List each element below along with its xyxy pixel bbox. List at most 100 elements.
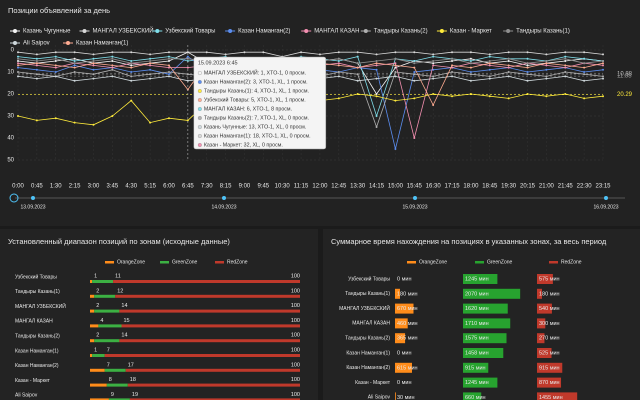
point (17, 60, 19, 62)
point (526, 73, 529, 76)
point (545, 77, 548, 80)
point (149, 121, 152, 124)
bar (395, 333, 406, 344)
point (413, 51, 416, 54)
point (432, 53, 435, 56)
timeline-date: 14.09.2023 (211, 204, 236, 210)
legend-label[interactable]: Ali Saipov (23, 41, 50, 47)
point (451, 51, 454, 54)
tooltip-marker (197, 80, 202, 84)
legend-label[interactable]: Казан Наманган(1) (76, 41, 128, 47)
legend-label[interactable]: Узбекский Товары (165, 28, 215, 35)
reference-label: 20.29 (617, 92, 633, 98)
point (545, 75, 548, 78)
legend-label[interactable]: Казан Наманган(2) (238, 29, 290, 35)
value-label: 0 мин (397, 276, 411, 282)
timeline-dot[interactable] (413, 196, 417, 200)
value-label: 540 мин (539, 306, 560, 312)
legend-label[interactable]: RedZone (561, 259, 582, 265)
point (602, 95, 604, 98)
timeline-dot[interactable] (604, 196, 608, 200)
point (507, 57, 510, 60)
point (602, 68, 604, 71)
point (507, 75, 510, 78)
legend-label[interactable]: OrangeZone (117, 259, 145, 265)
point (564, 55, 567, 58)
bar (537, 288, 542, 299)
reference-label: 11.88 (617, 74, 632, 80)
point (111, 55, 114, 58)
value-label: 2 (96, 303, 99, 309)
bar-segment (106, 383, 128, 387)
category-label: Казан - Маркет (15, 378, 51, 384)
bar (463, 318, 511, 329)
legend-swatch (407, 261, 416, 264)
point (337, 51, 340, 54)
bar-segment (92, 280, 114, 283)
bar-segment (90, 354, 93, 357)
value-label: 575 мин (539, 276, 560, 282)
tooltip-line: Тандыры Казань(2): 7, XTO-1, XL, 0 просм… (204, 115, 309, 121)
point (375, 60, 378, 62)
point (356, 93, 359, 95)
legend-label[interactable]: Казань Чугунные (23, 29, 71, 35)
x-tick-label: 14:15 (369, 184, 385, 190)
point (602, 64, 604, 67)
x-tick-label: 21:45 (558, 184, 574, 190)
bar (395, 288, 400, 299)
series-line (17, 51, 604, 58)
x-tick-label: 20:15 (520, 184, 536, 190)
point (186, 79, 189, 82)
point (394, 99, 397, 102)
legend-label[interactable]: GreenZone (487, 259, 513, 265)
point (186, 119, 189, 122)
bar-segment (90, 368, 105, 372)
point (243, 51, 246, 54)
bar (537, 318, 546, 329)
value-label: 1 (94, 273, 97, 279)
point (564, 57, 567, 60)
legend-label[interactable]: OrangeZone (419, 259, 447, 265)
timeline-play[interactable] (9, 193, 19, 203)
timeline-dot[interactable] (222, 196, 226, 200)
x-tick-label: 5:15 (144, 184, 156, 190)
legend-label[interactable]: Тандыры Казань(2) (374, 29, 428, 35)
point (92, 123, 95, 126)
point (167, 66, 170, 69)
point (564, 75, 567, 78)
point (564, 51, 567, 54)
timeline-dot[interactable] (31, 196, 35, 200)
value-label: 615 мин (397, 365, 418, 371)
point (451, 75, 454, 78)
point (54, 64, 57, 67)
legend-marker (82, 29, 87, 33)
value-label: 365 мин (397, 336, 418, 342)
value-label: 100 (291, 318, 300, 324)
point (583, 62, 586, 65)
legend-label[interactable]: Казан - Маркет (450, 29, 492, 35)
bar-segment (90, 280, 93, 283)
legend-label[interactable]: МАНГАЛ КАЗАН (314, 29, 359, 35)
legend-label[interactable]: RedZone (227, 259, 248, 265)
tooltip-line: Казан Наманган(1): 18, XTO-1, XL, 0 прос… (204, 133, 311, 139)
point (54, 117, 57, 120)
point (602, 77, 604, 80)
point (432, 55, 435, 58)
point (526, 64, 529, 67)
point (375, 77, 378, 80)
point (507, 71, 510, 73)
point (488, 60, 491, 62)
point (469, 93, 472, 95)
value-label: 7 (107, 362, 110, 368)
legend-label[interactable]: GreenZone (172, 259, 198, 265)
legend-label[interactable]: МАНГАЛ УЗБЕКСКИЙ (93, 27, 154, 35)
tooltip-line: Узбекский Товары: 5, XTO-1, XL, 1 просм. (204, 96, 306, 103)
tooltip-marker (197, 107, 202, 111)
legend-label[interactable]: Тандыры Казань(1) (516, 29, 570, 35)
bar (537, 362, 563, 373)
point (375, 95, 378, 98)
point (583, 57, 586, 60)
category-label: МАНГАЛ УЗБЕКСКИЙ (339, 304, 390, 312)
point (149, 68, 152, 71)
point (111, 75, 114, 78)
